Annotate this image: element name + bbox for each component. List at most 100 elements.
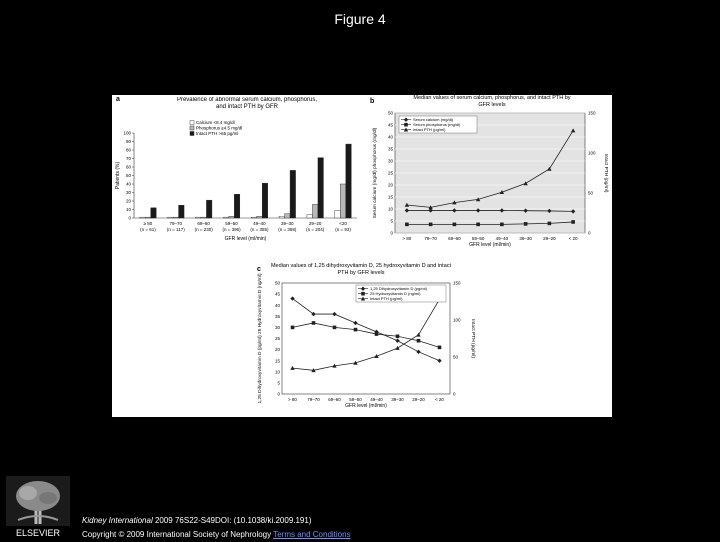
chart-c: c Median values of 1,25 dihydroxyvitamin …: [257, 263, 476, 409]
panel-b-y2-tick-label: 100: [588, 151, 596, 156]
panel-c-point: [353, 360, 358, 365]
chart-a: a Prevalence of abnormal serum calcium, p…: [115, 96, 357, 242]
panel-b-y-tick-label: 45: [388, 123, 394, 128]
figure-title: Figure 4: [334, 11, 386, 27]
panel-b-y-tick-label: 5: [390, 219, 393, 224]
journal-name: Kidney International: [82, 516, 153, 525]
panel-c-y-label: 1,25 Dihydroxyvitamin D (pg/ml) 25 Hydro…: [257, 273, 263, 403]
panel-a-x-tick-label: 49–40: [253, 221, 266, 226]
panel-b-y-tick-label: 15: [388, 195, 394, 200]
panel-c-y2-tick-label: 0: [453, 392, 456, 397]
panel-a-bar: [167, 216, 174, 219]
panel-c-y-tick-label: 15: [275, 358, 281, 363]
panel-a-title-box: Prevalence of abnormal serum calcium, ph…: [176, 97, 318, 110]
panel-b-x-label: GFR level (ml/min): [469, 242, 511, 248]
panel-a-bar: [195, 216, 202, 219]
panel-a-bar: [334, 210, 341, 219]
panel-a-x-tick-label: ≥ 80: [144, 221, 153, 226]
panel-b-x-tick-label: 29–20: [543, 236, 556, 241]
panel-a-y-tick-label: 70: [126, 156, 132, 161]
panel-a-x-tick-label: 29–20: [309, 221, 322, 226]
panel-b-legend-marker: [403, 117, 409, 122]
panel-a-bar: [256, 216, 263, 219]
panel-a-y-tick-label: 50: [126, 173, 132, 178]
panel-c-point: [290, 325, 295, 330]
panel-b-point: [523, 222, 528, 226]
panel-b-x-tick-label: 69–60: [448, 236, 461, 241]
panel-b-series-line: [406, 221, 574, 225]
panel-a-x-tick-label: 79–70: [170, 221, 183, 226]
panel-b-point: [452, 222, 457, 227]
panel-a-bar: [261, 182, 268, 219]
panel-b-legend-marker: [404, 122, 408, 127]
elsevier-tree-icon: ELSEVIER: [6, 476, 70, 538]
panel-b-point: [500, 222, 504, 227]
panel-b-point: [499, 190, 505, 194]
panel-c-legend-label: Intact PTH (pg/ml): [370, 296, 403, 301]
panel-a-y-tick-label: 0: [128, 216, 131, 221]
panel-b-x-tick-label: 39–30: [519, 236, 532, 241]
panel-b-title: Median values of serum calcium, phosphor…: [413, 95, 571, 108]
panel-c-point: [311, 368, 316, 373]
panel-c-x-label: GFR level (ml/min): [345, 403, 387, 409]
panel-a-bar: [234, 193, 241, 219]
panel-a-legend-label: Phosphorus ≥4.5 mg/dl: [196, 126, 242, 131]
panel-b-point: [428, 208, 433, 213]
panel-c-y-tick-label: 20: [275, 347, 281, 352]
panel-b-label: b: [370, 98, 374, 105]
panel-a-y-label: Patients (%): [115, 162, 121, 190]
panel-b-point: [475, 197, 481, 202]
panel-a-y-tick-label: 10: [126, 207, 132, 212]
panel-a-y-tick-label: 60: [126, 165, 132, 170]
panel-a-x-n-label: (n = 358): [278, 227, 297, 232]
panel-c-point: [353, 327, 358, 332]
panel-c-y2-tick-label: 150: [453, 281, 461, 286]
panel-a-label: a: [116, 96, 120, 103]
panel-b-point: [547, 208, 552, 214]
panel-c-x-tick-label: < 20: [435, 397, 444, 402]
panel-c-x-tick-label: 79–70: [307, 397, 320, 402]
panel-b-y-tick-label: 30: [388, 159, 394, 164]
panel-c-y-tick-label: 45: [275, 292, 281, 297]
panel-c-point: [437, 345, 442, 350]
panel-c-y-tick-label: 10: [275, 369, 281, 374]
panel-c-legend-box: [355, 284, 447, 303]
citation-line: Kidney International 2009 76S22-S49DOI: …: [82, 514, 351, 528]
panel-a-x-n-label: (n = 61): [140, 227, 156, 232]
panel-b-series-line: [406, 130, 574, 208]
panel-c-y-tick-label: 40: [275, 303, 281, 308]
panel-a-x-tick-label: 59–50: [225, 221, 238, 226]
panel-b-y-tick-label: 40: [388, 135, 394, 140]
panel-c-y-tick-label: 50: [275, 281, 281, 286]
panel-c-legend-marker: [360, 296, 366, 301]
panel-c-y-tick-label: 25: [275, 336, 281, 341]
panel-c-y2-tick-label: 50: [453, 355, 459, 360]
panel-b-point: [428, 222, 433, 227]
panel-c-y2-label: Intact PTH (pg/ml): [470, 319, 476, 358]
panel-a-y-tick-label: 90: [126, 139, 132, 144]
panel-a-title: Prevalence of abnormal serum calcium, ph…: [176, 97, 318, 110]
terms-link[interactable]: Terms and Conditions: [273, 530, 351, 539]
panel-b-y2-label: Intact PTH (pg/ml): [603, 154, 609, 193]
panel-c-title-box: Median values of 1,25 dihydroxyvitamin D…: [271, 263, 451, 276]
panel-c-legend-label: 1,25 Dihydroxyvitamin D (pg/ml): [370, 286, 428, 291]
panel-c-point: [437, 358, 442, 363]
panel-b-title-box: Median values of serum calcium, phosphor…: [413, 95, 571, 108]
panel-c-series-line: [292, 322, 440, 348]
panel-a-bar: [278, 216, 285, 219]
panel-a-bar: [317, 157, 324, 219]
panel-a-bar: [223, 216, 230, 219]
panel-a-bar: [228, 216, 235, 219]
panel-b-legend-marker: [403, 127, 409, 132]
panel-b-point: [523, 181, 528, 186]
panel-a-y-tick-label: 40: [126, 182, 132, 187]
panel-a-x-tick-label: 39–30: [281, 221, 294, 226]
citation: Kidney International 2009 76S22-S49DOI: …: [82, 514, 351, 542]
panel-c-point: [311, 311, 316, 317]
panel-c-x-tick-label: 39–30: [391, 397, 404, 402]
panel-c-point: [332, 325, 337, 330]
panel-a-bar: [150, 207, 157, 219]
panel-a-legend-label: Intact PTH >65 pg/ml: [196, 131, 238, 136]
panel-b-point: [452, 200, 457, 205]
panel-a-y-tick-label: 100: [123, 131, 131, 136]
